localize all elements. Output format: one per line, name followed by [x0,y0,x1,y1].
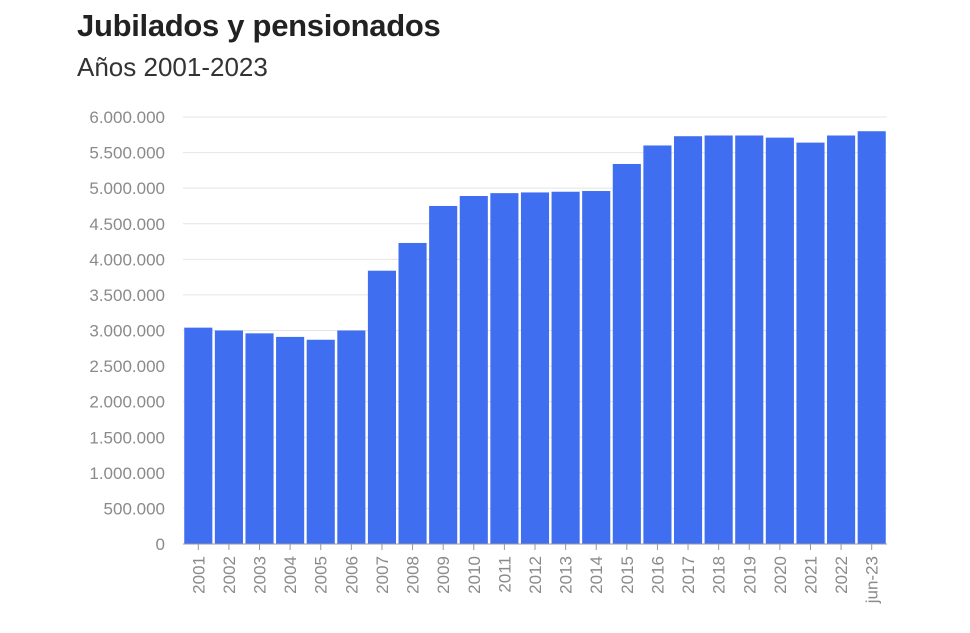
x-tick-label: jun-23 [863,556,882,604]
bar [214,330,243,544]
bar [827,135,856,544]
bar [398,242,427,544]
x-tick-label: 2004 [281,556,300,594]
bar [184,327,213,544]
x-tick-label: 2011 [495,556,514,593]
x-tick-label: 2015 [618,556,637,594]
y-tick-label: 500.000 [104,499,165,518]
x-tick-label: 2009 [434,556,453,594]
bar [551,191,580,544]
x-tick-label: 2016 [648,556,667,594]
y-tick-label: 3.000.000 [89,322,165,341]
bar [337,330,366,544]
x-tick-label: 2002 [220,556,239,594]
bar [459,195,488,544]
x-tick-label: 2018 [710,556,729,594]
chart-subtitle: Años 2001-2023 [77,52,268,82]
bar [796,142,825,544]
bar [643,145,672,544]
x-tick-label: 2020 [771,556,790,594]
y-tick-label: 4.000.000 [89,250,165,269]
bar [429,205,458,545]
bar [276,336,305,544]
x-tick-label: 2003 [251,556,270,594]
bar [612,163,641,544]
bar [367,270,397,544]
x-tick-label: 2021 [801,556,820,594]
y-tick-label: 3.500.000 [89,286,165,305]
y-tick-label: 2.000.000 [89,393,165,412]
x-tick-label: 2014 [587,556,606,594]
y-tick-label: 4.500.000 [89,215,165,234]
y-tick-label: 5.000.000 [89,179,165,198]
y-tick-label: 2.500.000 [89,357,165,376]
y-tick-label: 5.500.000 [89,144,165,163]
y-tick-label: 6.000.000 [89,108,165,127]
bar [582,191,611,544]
bar [735,135,764,544]
bar [857,131,886,544]
bar [765,137,794,544]
x-tick-label: 2010 [465,556,484,594]
x-tick-label: 2005 [312,556,331,594]
y-tick-label: 0 [156,535,165,554]
bars [184,131,886,545]
y-axis-ticks: 0 500.000 1.000.000 1.500.000 2.000.000 2.500… [89,108,165,554]
x-tick-label: 2006 [342,556,361,594]
x-tick-label: 2019 [740,556,759,594]
x-tick-label: 2001 [189,556,208,594]
x-tick-label: 2012 [526,556,545,594]
chart-title: Jubilados y pensionados [77,8,441,43]
bar [704,135,733,544]
y-tick-label: 1.500.000 [89,428,165,447]
y-tick-label: 1.000.000 [89,464,165,483]
x-tick-label: 2017 [679,556,698,594]
bar [520,192,550,545]
bar [673,136,703,544]
x-tick-label: 2022 [832,556,851,594]
bar [306,339,335,544]
x-axis-ticks: 2001 2002 2003 2004 2005 2006 2007 2008 2009 2010… [183,543,887,604]
x-tick-label: 2008 [404,556,423,594]
bar [490,193,519,545]
x-tick-label: 2013 [557,556,576,594]
x-tick-label: 2007 [373,556,392,594]
bar [245,333,274,544]
